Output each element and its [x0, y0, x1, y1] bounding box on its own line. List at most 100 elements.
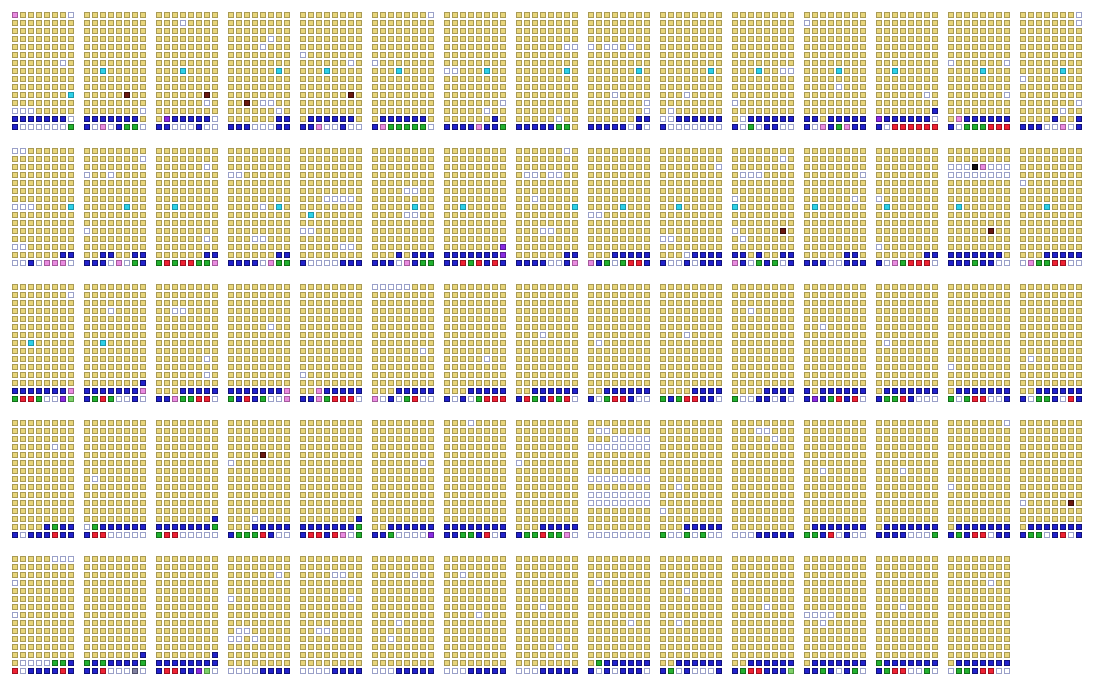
blue-block: [460, 252, 466, 258]
sand-block: [28, 148, 34, 154]
sand-block: [12, 44, 18, 50]
sand-block: [52, 164, 58, 170]
sand-block: [572, 12, 578, 18]
sand-block: [20, 156, 26, 162]
sand-block: [100, 84, 106, 90]
level-panel[interactable]: [876, 12, 940, 136]
red-block: [892, 124, 898, 130]
level-panel[interactable]: [588, 12, 652, 136]
level-panel[interactable]: [660, 12, 724, 136]
sand-block: [196, 172, 202, 178]
level-panel[interactable]: [228, 12, 292, 136]
sand-block: [300, 148, 306, 154]
sand-block: [92, 148, 98, 154]
sand-block: [468, 84, 474, 90]
level-panel[interactable]: [372, 12, 436, 136]
sand-block: [268, 164, 274, 170]
sand-block: [228, 84, 234, 90]
sand-block: [708, 60, 714, 66]
sand-block: [52, 84, 58, 90]
sand-block: [564, 188, 570, 194]
level-panel[interactable]: [732, 12, 796, 136]
sand-block: [372, 92, 378, 98]
sand-block: [692, 28, 698, 34]
sand-block: [132, 236, 138, 242]
level-panel[interactable]: [84, 148, 148, 272]
sand-block: [572, 188, 578, 194]
sand-block: [484, 148, 490, 154]
empty-slot: [12, 244, 18, 250]
level-panel[interactable]: [516, 148, 580, 272]
sand-block: [324, 220, 330, 226]
sand-block: [1004, 68, 1010, 74]
level-panel[interactable]: [444, 12, 508, 136]
sand-block: [308, 164, 314, 170]
sand-block: [780, 84, 786, 90]
sand-block: [348, 84, 354, 90]
sand-block: [972, 100, 978, 106]
sand-block: [900, 36, 906, 42]
level-panel[interactable]: [12, 148, 76, 272]
sand-block: [212, 204, 218, 210]
level-panel[interactable]: [444, 148, 508, 272]
sand-block: [268, 196, 274, 202]
sand-block: [12, 84, 18, 90]
blue-block: [908, 116, 914, 122]
sand-block: [348, 228, 354, 234]
sand-block: [788, 28, 794, 34]
level-panel[interactable]: [300, 148, 364, 272]
sand-block: [332, 28, 338, 34]
sand-block: [156, 196, 162, 202]
sand-block: [372, 12, 378, 18]
empty-slot: [1076, 12, 1082, 18]
sand-block: [452, 148, 458, 154]
sand-block: [876, 108, 882, 114]
sand-block: [372, 52, 378, 58]
sand-block: [524, 116, 530, 122]
sand-block: [308, 92, 314, 98]
level-panel[interactable]: [228, 148, 292, 272]
sand-block: [260, 228, 266, 234]
sand-block: [748, 12, 754, 18]
sand-block: [756, 84, 762, 90]
level-panel[interactable]: [156, 148, 220, 272]
sand-block: [572, 124, 578, 130]
sand-block: [316, 84, 322, 90]
sand-block: [396, 164, 402, 170]
sand-block: [500, 180, 506, 186]
level-panel[interactable]: [948, 12, 1012, 136]
sand-block: [684, 108, 690, 114]
level-panel[interactable]: [516, 12, 580, 136]
sand-block: [820, 116, 826, 122]
sand-block: [636, 76, 642, 82]
sand-block: [500, 76, 506, 82]
level-panel[interactable]: [1020, 12, 1084, 136]
sand-block: [892, 36, 898, 42]
sand-block: [92, 108, 98, 114]
sand-block: [468, 164, 474, 170]
sand-block: [916, 60, 922, 66]
sand-block: [68, 172, 74, 178]
sand-block: [132, 220, 138, 226]
sand-block: [284, 68, 290, 74]
sand-block: [28, 20, 34, 26]
sand-block: [844, 28, 850, 34]
red-block: [188, 260, 194, 266]
sand-block: [748, 60, 754, 66]
level-panel[interactable]: [12, 12, 76, 136]
blue-block: [492, 252, 498, 258]
sand-block: [36, 228, 42, 234]
level-panel[interactable]: [372, 148, 436, 272]
sand-block: [460, 92, 466, 98]
level-panel[interactable]: [804, 12, 868, 136]
sand-block: [276, 220, 282, 226]
sand-block: [332, 188, 338, 194]
level-panel[interactable]: [300, 12, 364, 136]
sand-block: [180, 148, 186, 154]
sand-block: [44, 84, 50, 90]
sand-block: [516, 60, 522, 66]
level-panel[interactable]: [84, 12, 148, 136]
level-panel[interactable]: [156, 12, 220, 136]
sand-block: [988, 12, 994, 18]
sand-block: [500, 220, 506, 226]
